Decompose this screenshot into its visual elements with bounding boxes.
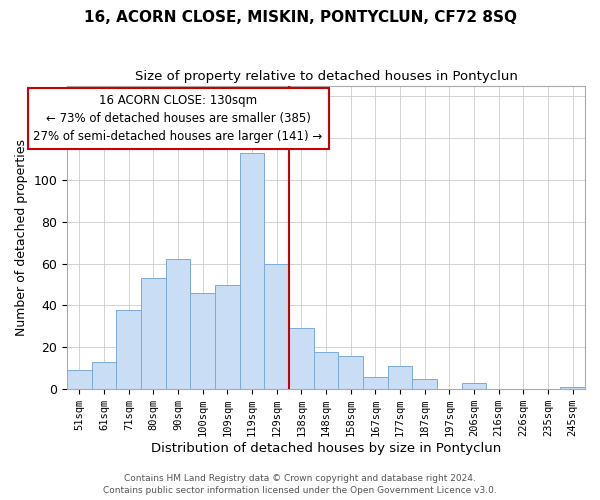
Bar bbox=[166, 260, 190, 389]
Title: Size of property relative to detached houses in Pontyclun: Size of property relative to detached ho… bbox=[134, 70, 518, 83]
Bar bbox=[412, 379, 437, 389]
Bar bbox=[289, 328, 314, 389]
Bar bbox=[92, 362, 116, 389]
Bar bbox=[116, 310, 141, 389]
Text: Contains HM Land Registry data © Crown copyright and database right 2024.
Contai: Contains HM Land Registry data © Crown c… bbox=[103, 474, 497, 495]
Bar bbox=[240, 152, 265, 389]
Bar bbox=[265, 264, 289, 389]
Bar bbox=[363, 376, 388, 389]
Bar bbox=[67, 370, 92, 389]
Bar bbox=[190, 293, 215, 389]
X-axis label: Distribution of detached houses by size in Pontyclun: Distribution of detached houses by size … bbox=[151, 442, 501, 455]
Text: 16, ACORN CLOSE, MISKIN, PONTYCLUN, CF72 8SQ: 16, ACORN CLOSE, MISKIN, PONTYCLUN, CF72… bbox=[83, 10, 517, 25]
Bar bbox=[462, 383, 487, 389]
Text: 16 ACORN CLOSE: 130sqm
← 73% of detached houses are smaller (385)
27% of semi-de: 16 ACORN CLOSE: 130sqm ← 73% of detached… bbox=[34, 94, 323, 143]
Bar bbox=[560, 387, 585, 389]
Bar bbox=[388, 366, 412, 389]
Bar bbox=[215, 284, 240, 389]
Bar bbox=[338, 356, 363, 389]
Bar bbox=[141, 278, 166, 389]
Y-axis label: Number of detached properties: Number of detached properties bbox=[15, 139, 28, 336]
Bar bbox=[314, 352, 338, 389]
